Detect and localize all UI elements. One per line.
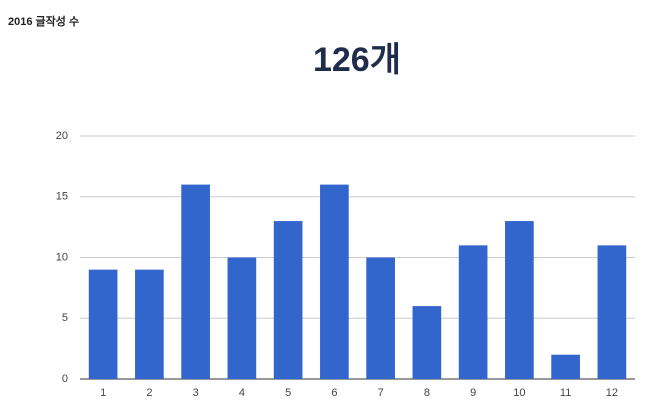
bar	[227, 257, 257, 379]
bar	[135, 269, 164, 379]
x-tick-label: 4	[239, 387, 245, 399]
x-tick-label: 10	[513, 387, 525, 399]
y-tick-label: 10	[56, 251, 68, 263]
bar	[320, 184, 349, 379]
x-tick-label: 8	[424, 387, 430, 399]
y-tick-label: 20	[56, 130, 68, 142]
bar	[273, 221, 303, 379]
x-tick-label: 3	[193, 387, 199, 399]
x-tick-label: 2	[146, 387, 152, 399]
chart-headline: 126개	[313, 41, 401, 79]
bar	[88, 269, 118, 379]
y-tick-label: 15	[56, 191, 68, 203]
chart-title: 2016 글작성 수	[8, 14, 79, 28]
bar	[597, 245, 627, 379]
bar	[505, 221, 534, 379]
x-tick-label: 9	[470, 387, 476, 399]
bar	[181, 184, 210, 379]
bar	[366, 257, 395, 379]
y-tick-label: 5	[62, 312, 68, 324]
x-tick-label: 5	[285, 387, 291, 399]
bar	[551, 354, 580, 379]
bar	[458, 245, 488, 379]
x-tick-label: 1	[100, 387, 106, 399]
x-tick-label: 12	[606, 387, 618, 399]
bar	[412, 306, 442, 379]
y-tick-label: 0	[62, 373, 68, 385]
x-tick-label: 7	[378, 387, 384, 399]
x-tick-label: 11	[560, 387, 571, 399]
x-tick-label: 6	[331, 387, 337, 399]
